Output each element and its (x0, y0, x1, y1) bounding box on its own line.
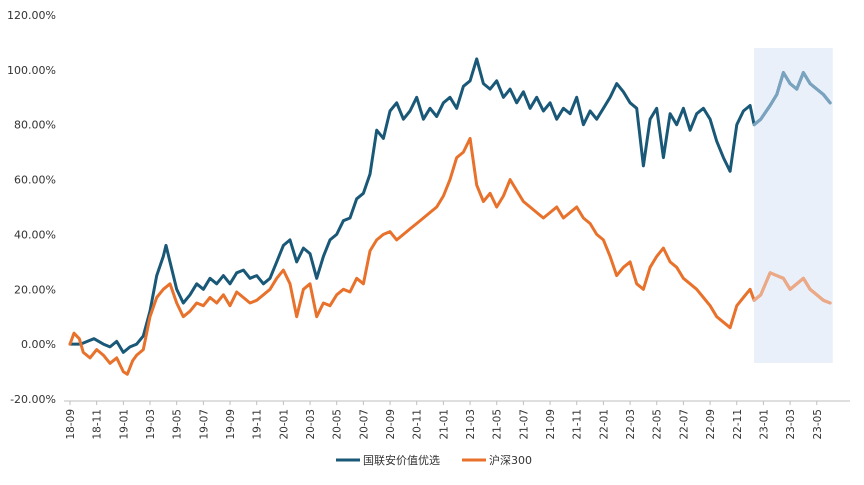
x-tick-label: 19-01 (118, 409, 130, 440)
series-layer (68, 57, 832, 376)
x-tick-label: 22-07 (678, 409, 690, 440)
legend-item-hs300: 沪深300 (462, 453, 532, 467)
y-tick-label: 40.00% (14, 228, 56, 241)
axes-layer: -20.00% 0.00% 20.00% 40.00% 60.00% 80.00% 100.… (7, 9, 850, 440)
legend-item-guolianan: 国联安价值优选 (336, 453, 440, 467)
x-tick-label: 19-11 (252, 409, 264, 440)
x-tick-label: 22-09 (705, 409, 717, 440)
series-line-guolianan-highlighted (752, 71, 832, 127)
y-tick-label: 20.00% (14, 283, 56, 296)
highlight-band (754, 48, 833, 363)
series-line-hs300-highlighted (752, 271, 832, 305)
x-tick-label: 21-03 (465, 409, 477, 440)
legend-label: 沪深300 (489, 453, 532, 467)
highlight-layer (754, 48, 833, 363)
x-tick-label: 19-07 (198, 409, 210, 440)
y-tick-label: 0.00% (21, 338, 56, 351)
x-tick-label: 18-11 (92, 409, 104, 440)
x-tick-label: 20-09 (385, 409, 397, 440)
x-tick-label: 21-05 (492, 409, 504, 440)
x-tick-label: 19-03 (145, 409, 157, 440)
x-tick-label: 21-09 (545, 409, 557, 440)
x-tick-label: 19-05 (172, 409, 184, 440)
x-tick-label: 22-05 (652, 409, 664, 440)
series-line-guolianan (68, 57, 832, 354)
x-tick-label: 22-03 (625, 409, 637, 440)
y-tick-label: 80.00% (14, 119, 56, 132)
x-tick-label: 23-03 (785, 409, 797, 440)
x-tick-label: 23-05 (812, 409, 824, 440)
x-tick-label: 20-01 (278, 409, 290, 440)
x-tick-label: 22-01 (598, 409, 610, 440)
x-tick-label: 18-09 (65, 409, 77, 440)
overlay-layer (752, 71, 832, 305)
x-tick-label: 21-01 (438, 409, 450, 440)
series-line-hs300 (68, 136, 832, 376)
x-tick-label: 21-11 (572, 409, 584, 440)
y-tick-label: -20.00% (10, 393, 56, 406)
legend: 国联安价值优选 沪深300 (336, 453, 532, 467)
x-tick-label: 19-09 (225, 409, 237, 440)
y-tick-label: 60.00% (14, 174, 56, 187)
x-tick-label: 20-03 (305, 409, 317, 440)
x-tick-label: 20-07 (358, 409, 370, 440)
y-tick-label: 120.00% (7, 9, 56, 22)
y-tick-label: 100.00% (7, 64, 56, 77)
x-tick-label: 21-07 (518, 409, 530, 440)
x-tick-label: 20-05 (332, 409, 344, 440)
legend-label: 国联安价值优选 (363, 453, 440, 467)
x-tick-label: 20-11 (412, 409, 424, 440)
x-tick-label: 22-11 (732, 409, 744, 440)
x-tick-label: 23-01 (758, 409, 770, 440)
